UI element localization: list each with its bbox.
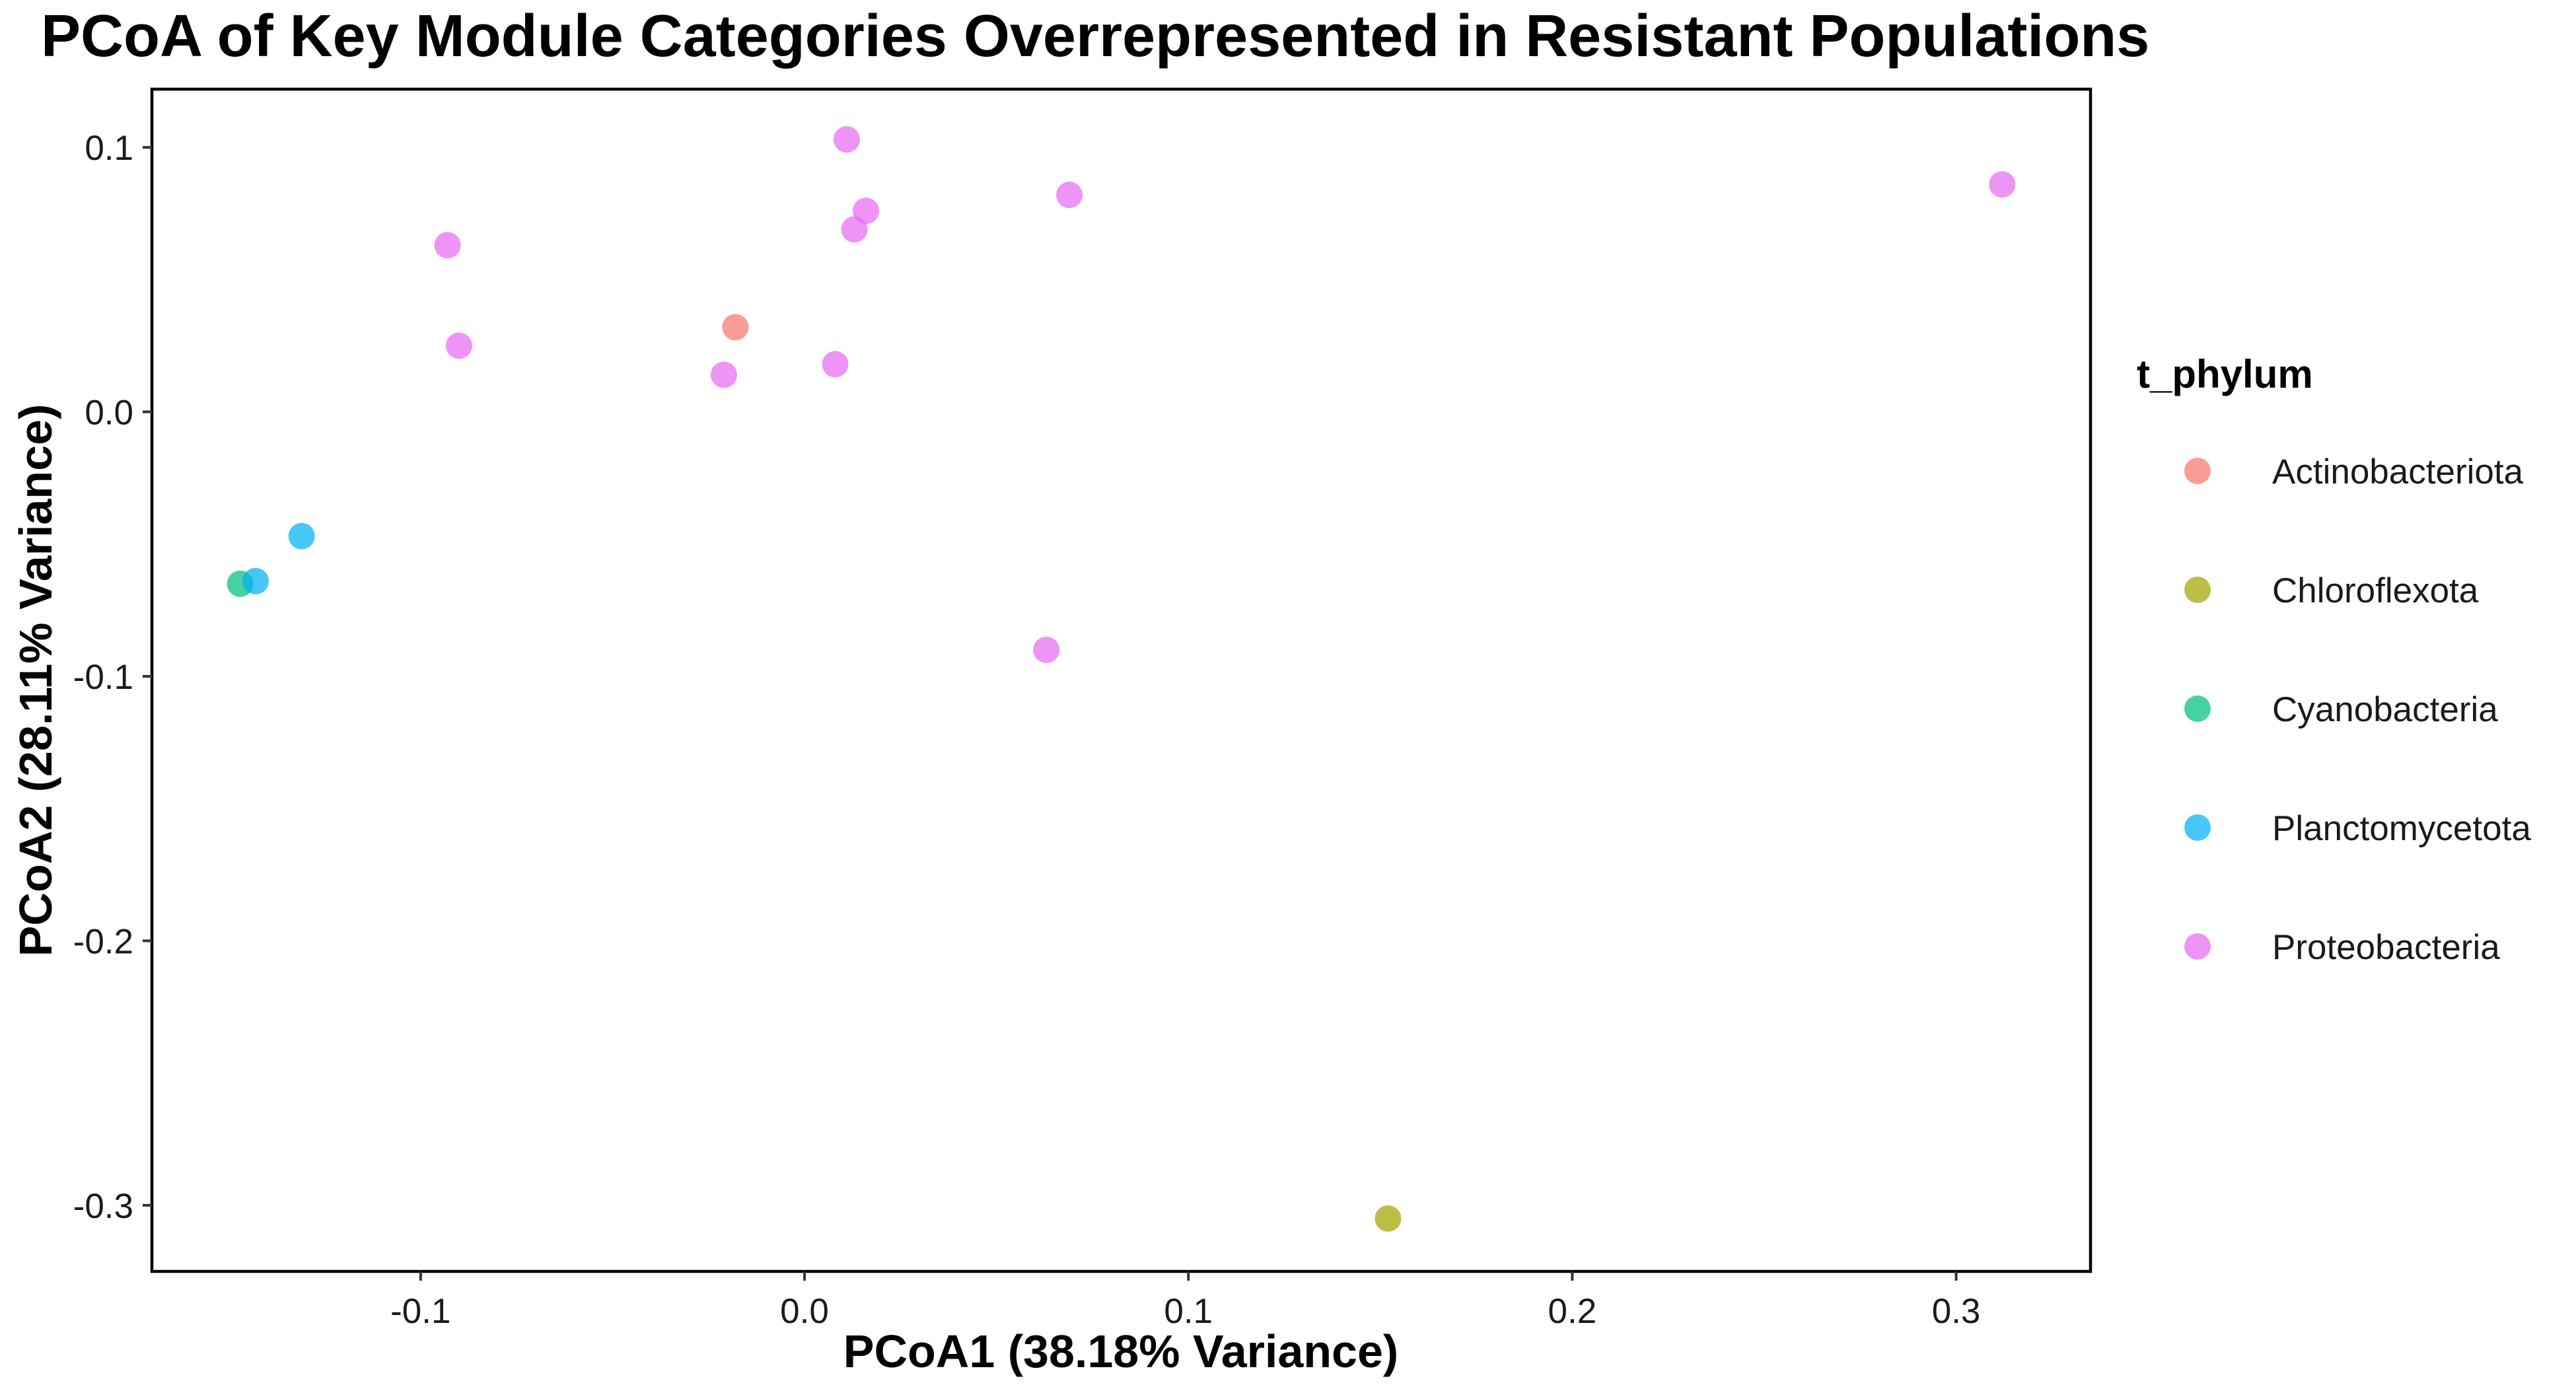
x-tick-label: 0.1 xyxy=(1164,1292,1213,1331)
data-point-planctomycetota xyxy=(242,567,269,594)
legend-label-actinobacteriota: Actinobacteriota xyxy=(2272,452,2524,491)
data-point-proteobacteria xyxy=(434,232,461,259)
chart-title: PCoA of Key Module Categories Overrepres… xyxy=(41,3,2149,69)
x-axis-ticks: -0.1 0.0 0.1 0.2 0.3 xyxy=(390,1271,1980,1331)
data-point-proteobacteria xyxy=(710,361,737,388)
y-tick-label: 0.0 xyxy=(85,394,133,433)
data-point-proteobacteria xyxy=(445,332,472,359)
legend-label-cyanobacteria: Cyanobacteria xyxy=(2272,690,2498,729)
data-point-proteobacteria xyxy=(1056,182,1083,209)
y-axis-ticks: 0.1 0.0 -0.1 -0.2 -0.3 xyxy=(73,129,152,1226)
legend-title: t_phylum xyxy=(2137,352,2313,396)
legend-label-proteobacteria: Proteobacteria xyxy=(2272,928,2500,967)
legend-key-chloroflexota xyxy=(2184,577,2211,603)
data-point-proteobacteria xyxy=(1989,171,2016,198)
legend: t_phylum Actinobacteriota Chloroflexota Cy… xyxy=(2137,352,2531,967)
legend-key-actinobacteriota xyxy=(2184,458,2211,484)
x-tick-label: 0.3 xyxy=(1932,1292,1981,1331)
y-tick-label: -0.1 xyxy=(73,658,133,697)
data-point-proteobacteria xyxy=(1033,636,1060,663)
data-point-proteobacteria xyxy=(841,216,868,243)
legend-label-planctomycetota: Planctomycetota xyxy=(2272,809,2531,848)
data-point-chloroflexota xyxy=(1375,1205,1402,1232)
plot-panel xyxy=(150,87,2093,1273)
y-axis-title: PCoA2 (28.11% Variance) xyxy=(10,404,61,957)
legend-label-chloroflexota: Chloroflexota xyxy=(2272,571,2479,610)
x-tick-label: 0.2 xyxy=(1548,1292,1597,1331)
y-tick-label: 0.1 xyxy=(85,129,133,168)
data-point-proteobacteria xyxy=(822,351,849,378)
legend-key-planctomycetota xyxy=(2184,814,2211,841)
x-axis-title: PCoA1 (38.18% Variance) xyxy=(843,1326,1398,1377)
data-point-planctomycetota xyxy=(288,522,315,550)
legend-key-proteobacteria xyxy=(2184,933,2211,960)
legend-key-cyanobacteria xyxy=(2184,695,2211,722)
x-tick-label: 0.0 xyxy=(780,1292,829,1331)
y-tick-label: -0.2 xyxy=(73,922,133,961)
y-tick-label: -0.3 xyxy=(73,1187,133,1226)
data-points xyxy=(227,126,2016,1232)
data-point-proteobacteria xyxy=(833,126,860,153)
data-point-actinobacteriota xyxy=(722,314,749,341)
x-tick-label: -0.1 xyxy=(390,1292,450,1331)
